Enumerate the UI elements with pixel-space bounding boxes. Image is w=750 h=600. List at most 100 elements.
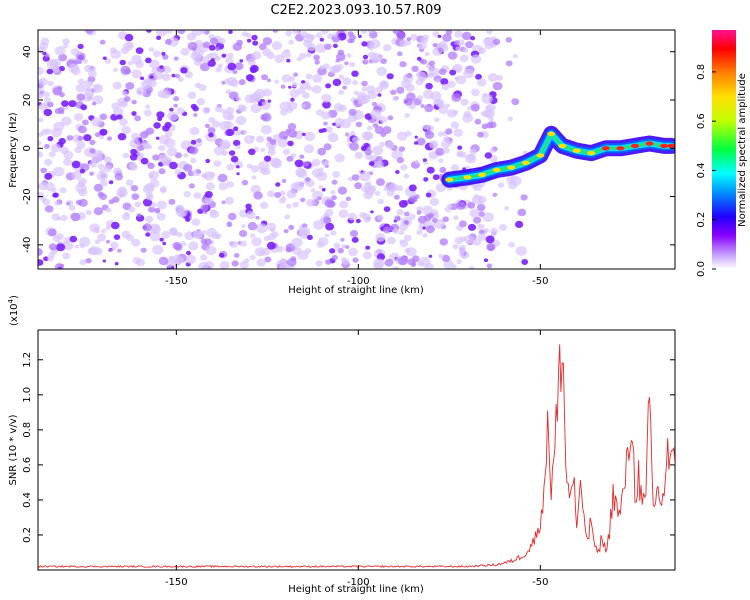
noise-speckle <box>303 39 313 48</box>
noise-speckle <box>447 80 456 88</box>
noise-speckle <box>437 34 442 39</box>
noise-speckle <box>463 68 474 79</box>
noise-speckle <box>428 60 436 67</box>
noise-speckle <box>232 69 238 75</box>
noise-speckle <box>445 128 453 135</box>
noise-speckle <box>349 230 359 237</box>
noise-speckle <box>467 154 475 161</box>
noise-speckle <box>315 32 323 38</box>
y-tick-label: 0.8 <box>22 422 33 438</box>
noise-speckle <box>135 47 144 54</box>
noise-speckle <box>274 54 285 64</box>
noise-speckle <box>453 128 464 137</box>
noise-speckle <box>166 30 173 34</box>
noise-speckle <box>166 147 178 157</box>
noise-speckle <box>370 210 374 214</box>
noise-speckle <box>214 55 221 62</box>
noise-speckle <box>40 167 47 174</box>
noise-speckle <box>159 237 164 242</box>
noise-speckle <box>422 124 429 130</box>
snr-plot-area <box>37 329 676 571</box>
noise-speckle <box>142 184 154 194</box>
noise-speckle <box>310 188 316 193</box>
noise-speckle <box>225 107 235 115</box>
noise-speckle <box>478 47 486 54</box>
noise-speckle <box>486 243 496 251</box>
track-point <box>631 143 639 149</box>
noise-speckle <box>274 192 282 198</box>
noise-speckle <box>91 101 97 106</box>
noise-speckle <box>192 168 202 177</box>
noise-speckle <box>340 237 345 242</box>
noise-speckle <box>460 98 469 106</box>
noise-speckle <box>417 95 424 101</box>
noise-speckle <box>196 138 202 143</box>
noise-speckle <box>515 220 524 228</box>
noise-speckle <box>261 74 268 81</box>
noise-speckle <box>62 43 69 49</box>
noise-speckle <box>367 125 373 131</box>
noise-speckle <box>108 180 114 185</box>
noise-speckle <box>424 263 434 269</box>
noise-speckle <box>153 71 164 80</box>
noise-speckle <box>324 43 332 50</box>
noise-speckle <box>458 244 466 251</box>
noise-speckle <box>174 73 181 79</box>
noise-speckle <box>266 78 271 83</box>
noise-speckle <box>487 73 498 82</box>
noise-speckle <box>327 132 339 143</box>
noise-speckle <box>152 244 164 255</box>
noise-speckle <box>240 240 247 247</box>
noise-speckle <box>319 64 325 70</box>
noise-speckle <box>236 39 244 46</box>
noise-speckle <box>489 148 495 154</box>
noise-speckle <box>471 195 483 205</box>
noise-speckle <box>38 248 43 256</box>
noise-speckle <box>44 143 50 149</box>
noise-speckle <box>122 90 128 96</box>
noise-speckle <box>253 191 263 200</box>
noise-speckle <box>38 141 42 146</box>
noise-speckle <box>61 100 69 107</box>
noise-speckle <box>271 231 279 238</box>
noise-speckle <box>425 225 435 234</box>
noise-speckle <box>290 97 295 102</box>
noise-speckle <box>347 113 358 123</box>
noise-speckle <box>322 161 328 166</box>
noise-speckle <box>130 185 139 192</box>
noise-speckle <box>318 185 324 190</box>
noise-speckle <box>369 39 381 49</box>
snr-series-line <box>38 344 675 568</box>
noise-speckle <box>187 91 197 99</box>
noise-speckle <box>246 163 253 169</box>
noise-speckle <box>236 165 240 169</box>
noise-speckle <box>77 135 84 142</box>
noise-speckle <box>294 159 304 168</box>
noise-speckle <box>348 247 358 257</box>
noise-speckle <box>251 34 258 41</box>
noise-speckle <box>432 174 440 181</box>
noise-speckle <box>244 135 255 144</box>
noise-speckle <box>143 109 152 117</box>
noise-speckle <box>428 254 433 258</box>
noise-speckle <box>287 129 298 138</box>
noise-speckle <box>131 193 140 201</box>
noise-speckle <box>374 160 384 169</box>
noise-speckle <box>75 183 87 194</box>
noise-speckle <box>481 93 493 104</box>
noise-speckle <box>262 37 273 46</box>
y-tick-label: 20 <box>22 94 33 107</box>
noise-speckle <box>470 36 476 41</box>
noise-speckle <box>387 236 396 245</box>
heatmap-panel: -150 -100 -50 -40 -20 0 20 40 Height of straig… <box>8 29 676 296</box>
noise-speckle <box>432 31 440 38</box>
noise-speckle <box>399 240 409 248</box>
noise-speckle <box>149 179 160 188</box>
noise-speckle <box>188 146 199 155</box>
noise-speckle <box>120 65 131 75</box>
noise-speckle <box>408 213 416 220</box>
noise-speckle <box>162 241 167 246</box>
noise-speckle <box>218 37 226 45</box>
noise-speckle <box>475 73 482 80</box>
